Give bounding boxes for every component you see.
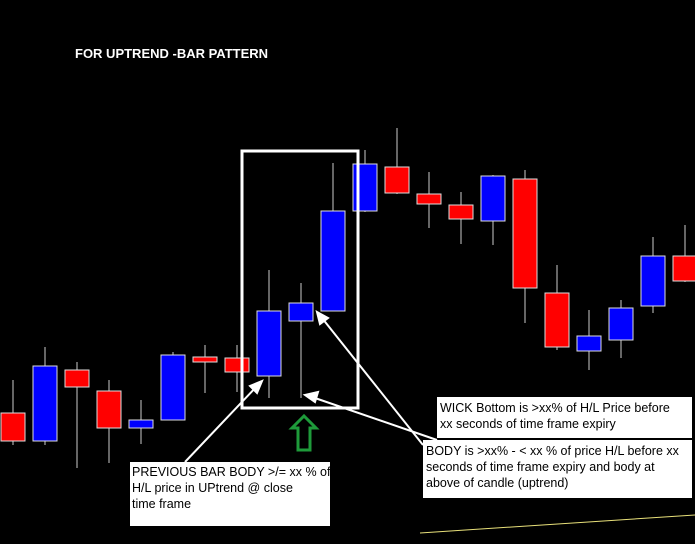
candle-body [96, 390, 122, 429]
candle-body [512, 178, 538, 289]
candle-body [288, 302, 314, 322]
arrows [184, 310, 438, 463]
candle-body [256, 310, 282, 377]
green-arrow [288, 413, 320, 452]
candle-body [0, 412, 26, 442]
candle-body [480, 175, 506, 222]
candles [0, 128, 695, 468]
trend-line [419, 514, 695, 534]
notes: WICK Bottom is >xx% of H/L Price before x… [132, 401, 680, 511]
candle-body [128, 419, 154, 429]
candle-body [576, 335, 602, 352]
note-box [423, 440, 692, 498]
note-text: H/L price in UPtrend @ close [132, 481, 293, 495]
candle-body [544, 292, 570, 348]
candle-body [416, 193, 442, 205]
note-text: above of candle (uptrend) [426, 476, 568, 490]
note-text: time frame [132, 497, 191, 511]
candle-body [640, 255, 666, 307]
title: FOR UPTREND -BAR PATTERN [75, 46, 268, 61]
candle-body [448, 204, 474, 220]
candle-body [160, 354, 186, 421]
candle-body [32, 365, 58, 442]
note-text: PREVIOUS BAR BODY >/= xx % of [132, 465, 331, 479]
candle-body [320, 210, 346, 312]
candle-body [608, 307, 634, 341]
candle-body [384, 166, 410, 194]
note-box [130, 462, 330, 526]
candle-body [192, 356, 218, 363]
candle-body [64, 369, 90, 388]
note-text: xx seconds of time frame expiry [440, 417, 617, 431]
note-text: seconds of time frame expiry and body at [426, 460, 655, 474]
highlight-box [240, 149, 360, 410]
note-text: BODY is >xx% - < xx % of price H/L befor… [426, 444, 680, 458]
candle-body [224, 357, 250, 373]
note-text: WICK Bottom is >xx% of H/L Price before [440, 401, 670, 415]
note-box [437, 397, 692, 438]
candle-body [672, 255, 695, 282]
